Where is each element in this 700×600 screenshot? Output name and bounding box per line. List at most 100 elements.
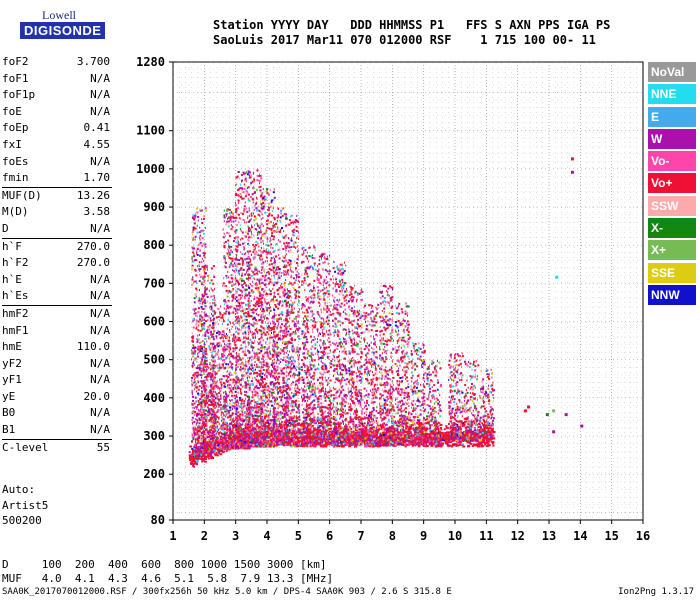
- echo-point: [295, 445, 299, 448]
- echo-point: [387, 427, 390, 430]
- echo-point: [188, 451, 191, 454]
- echo-point: [198, 447, 202, 450]
- echo-point: [200, 283, 203, 286]
- echo-point: [195, 406, 198, 409]
- echo-point: [300, 432, 303, 435]
- echo-point: [442, 434, 446, 437]
- echo-point: [223, 307, 225, 310]
- echo-point: [227, 311, 230, 314]
- echo-point: [433, 418, 437, 421]
- echo-point: [207, 457, 210, 460]
- echo-point: [226, 304, 229, 307]
- echo-point: [203, 343, 206, 346]
- echo-point: [233, 405, 236, 408]
- echo-point: [210, 368, 212, 371]
- echo-point: [211, 403, 214, 406]
- param-name: hmF2: [2, 306, 29, 320]
- param-row: foF1p N/A: [2, 87, 112, 104]
- echo-point: [192, 244, 194, 247]
- echo-point: [202, 307, 205, 310]
- echo-point: [214, 311, 217, 314]
- echo-point: [209, 337, 211, 340]
- echo-point: [204, 451, 207, 454]
- echo-point: [207, 403, 210, 406]
- echo-point: [247, 238, 249, 241]
- echo-point: [189, 456, 193, 459]
- echo-point: [212, 324, 215, 327]
- echo-point: [223, 395, 226, 398]
- echo-point: [379, 434, 382, 437]
- echo-point: [214, 358, 216, 361]
- echo-point: [402, 419, 406, 422]
- echo-point: [213, 422, 215, 425]
- echo-point: [232, 413, 234, 416]
- echo-point: [197, 448, 199, 451]
- echo-point: [210, 444, 212, 447]
- echo-point: [232, 447, 235, 450]
- param-row: yF1 N/A: [2, 372, 112, 389]
- echo-point: [219, 400, 221, 403]
- echo-point: [225, 398, 228, 401]
- echo-point: [211, 423, 214, 426]
- echo-point: [200, 439, 202, 442]
- echo-point: [214, 415, 216, 418]
- echo-point: [398, 421, 402, 424]
- echo-point: [212, 363, 215, 366]
- echo-point: [230, 352, 232, 355]
- echo-point: [232, 297, 235, 300]
- echo-point: [203, 215, 205, 218]
- echo-point: [206, 424, 208, 427]
- echo-point: [190, 461, 193, 464]
- echo-point: [204, 331, 207, 334]
- echo-point: [203, 367, 205, 370]
- echo-point: [479, 439, 482, 442]
- echo-point: [217, 329, 219, 332]
- echo-point: [232, 386, 235, 389]
- echo-point: [201, 348, 203, 351]
- echo-point: [298, 432, 302, 435]
- echo-point: [192, 320, 194, 323]
- echo-point: [394, 429, 397, 432]
- echo-point: [203, 401, 206, 404]
- echo-point: [211, 344, 213, 347]
- echo-point: [210, 421, 212, 424]
- echo-point: [216, 415, 218, 418]
- echo-point: [222, 441, 225, 444]
- echo-point: [203, 455, 207, 458]
- echo-point: [428, 434, 432, 437]
- echo-point: [243, 183, 245, 186]
- echo-point: [212, 370, 215, 373]
- echo-point: [268, 439, 271, 442]
- echo-point: [477, 445, 481, 448]
- echo-point: [208, 277, 210, 280]
- echo-point: [225, 213, 228, 216]
- echo-point: [209, 307, 212, 310]
- echo-point: [227, 447, 229, 450]
- echo-point: [204, 437, 206, 440]
- echo-point: [224, 332, 226, 335]
- echo-point: [206, 406, 209, 409]
- echo-point: [234, 309, 236, 312]
- echo-point: [231, 251, 233, 254]
- echo-point: [193, 372, 196, 375]
- echo-point: [210, 374, 213, 377]
- echo-point: [242, 319, 244, 322]
- echo-point: [194, 443, 196, 446]
- echo-point: [199, 345, 202, 348]
- echo-point: [240, 289, 243, 292]
- echo-point: [197, 299, 200, 302]
- echo-point: [233, 432, 236, 435]
- echo-point: [197, 413, 199, 416]
- echo-point: [393, 440, 397, 443]
- echo-point: [228, 280, 231, 283]
- echo-point: [206, 353, 208, 356]
- echo-point: [191, 416, 194, 419]
- echo-point: [196, 446, 199, 449]
- echo-point: [196, 325, 198, 328]
- echo-point: [225, 379, 227, 382]
- echo-point: [232, 355, 235, 358]
- echo-point: [233, 419, 235, 422]
- echo-point: [223, 426, 226, 429]
- echo-point: [230, 445, 232, 448]
- echo-point: [222, 282, 225, 285]
